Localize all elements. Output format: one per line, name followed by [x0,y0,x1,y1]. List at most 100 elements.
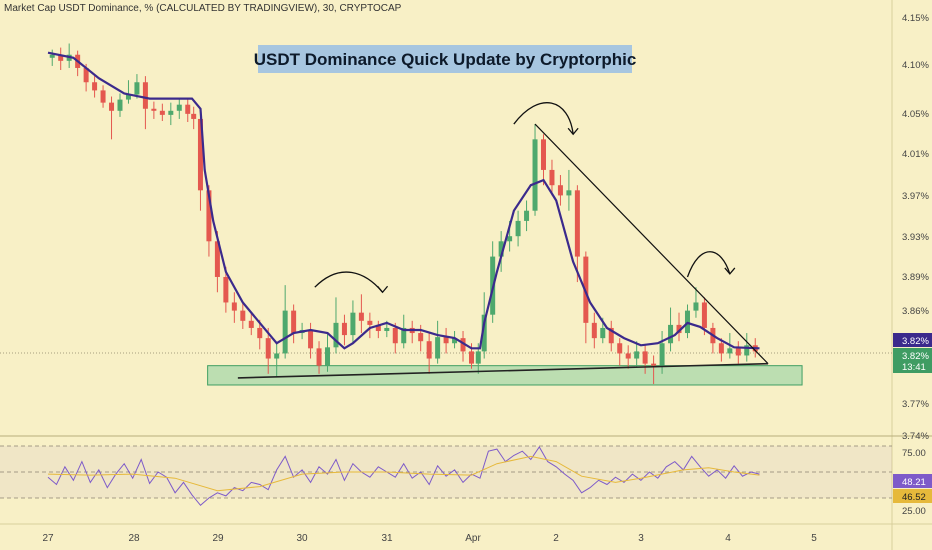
candle-body-38 [367,320,373,325]
curved-arrow-head-2 [724,267,736,275]
candle-body-52 [481,314,487,352]
rsi-tick-label-1: 25.00 [902,506,926,517]
candle-body-6 [100,90,106,103]
candle-body-33 [325,347,331,366]
candle-body-13 [159,110,165,115]
candle-body-40 [384,327,390,332]
time-tick-label-7: 3 [638,533,644,544]
candle-body-83 [744,345,750,356]
time-tick-label-5: Apr [465,533,481,544]
curved-arrow-2 [686,251,731,278]
candle-body-28 [282,310,288,354]
candle-body-67 [608,327,614,344]
price-tick-label-3: 4.01% [902,149,929,160]
price-tick-label-4: 3.97% [902,191,929,202]
candle-body-7 [109,102,115,111]
candle-body-49 [460,338,466,352]
candle-body-34 [333,322,339,348]
price-tick-label-5: 3.93% [902,232,929,243]
ma-price-tag [893,333,932,347]
candle-body-12 [151,108,157,111]
candle-body-55 [507,236,513,242]
support-trendline [237,362,769,379]
candle-body-35 [341,322,347,336]
chart-title-group: USDT Dominance Quick Update by Cryptorph… [254,45,637,73]
price-tick-label-9: 3.77% [902,399,929,410]
price-tick-label-1: 4.10% [902,60,929,71]
candle-body-45 [426,341,432,359]
ma-price-label: 3.82% [902,336,929,347]
candle-body-73 [659,343,665,366]
candle-body-19 [206,190,212,242]
candle-body-15 [176,104,182,111]
last-price-label: 3.82% [902,351,929,362]
candle-body-23 [240,310,246,321]
candle-body-59 [540,139,546,170]
candle-body-11 [142,82,148,109]
candle-body-21 [223,276,229,303]
time-tick-label-9: 5 [811,533,817,544]
candle-body-60 [549,169,555,186]
descending-trendline [534,123,769,365]
last-price-tag [893,348,932,373]
candle-body-71 [642,351,648,364]
time-tick-label-2: 29 [212,533,224,544]
candle-body-44 [418,333,424,342]
candle-body-9 [125,94,131,100]
chart-title: USDT Dominance Quick Update by Cryptorph… [254,50,637,69]
countdown-label: 13:41 [902,362,926,373]
rsi-ma-line [47,455,760,492]
candle-body-27 [274,353,280,359]
rsi-value-tag [893,474,932,488]
price-tick-label-7: 3.86% [902,306,929,317]
price-tick-label-2: 4.05% [902,109,929,120]
candle-body-48 [452,338,458,344]
chart-title-background [258,45,632,73]
candle-body-29 [291,310,297,334]
rsi-tick-label-0: 75.00 [902,448,926,459]
time-tick-label-6: 2 [553,533,559,544]
candle-body-68 [617,343,623,354]
candle-body-32 [316,348,322,366]
candle-body-66 [600,327,606,339]
candle-body-18 [197,118,203,191]
candle-body-50 [469,351,474,364]
candle-body-41 [392,327,398,344]
moving-average-line [47,51,760,350]
candle-body-24 [248,320,254,328]
candle-body-4 [83,67,89,83]
curved-arrow-head-0 [377,285,389,294]
candle-body-75 [676,324,682,334]
candle-body-65 [591,322,597,339]
candle-body-36 [350,312,356,336]
time-tick-label-4: 31 [381,533,393,544]
candle-body-61 [557,185,563,196]
time-tick-label-0: 27 [42,533,54,544]
candle-body-62 [566,190,572,196]
candle-body-25 [257,327,263,339]
candle-body-56 [515,220,521,237]
candle-body-70 [634,351,640,359]
candle-body-39 [375,324,381,332]
candle-body-0 [49,54,55,58]
time-tick-label-8: 4 [725,533,731,544]
candle-body-22 [231,302,237,311]
time-tick-label-1: 28 [128,533,140,544]
candle-body-1 [58,54,64,61]
candle-body-63 [574,190,580,257]
candle-body-8 [117,99,123,111]
candle-body-81 [727,348,733,354]
candle-body-20 [214,241,220,277]
candle-body-54 [498,241,504,257]
candle-body-74 [668,324,674,344]
candle-body-14 [168,110,174,115]
candle-body-72 [651,363,657,366]
candle-body-5 [92,82,98,91]
candle-body-47 [443,337,449,344]
candle-body-17 [191,113,197,119]
price-tick-label-10: 3.74% [902,431,929,442]
candle-body-10 [134,82,140,95]
candle-body-46 [435,337,441,359]
